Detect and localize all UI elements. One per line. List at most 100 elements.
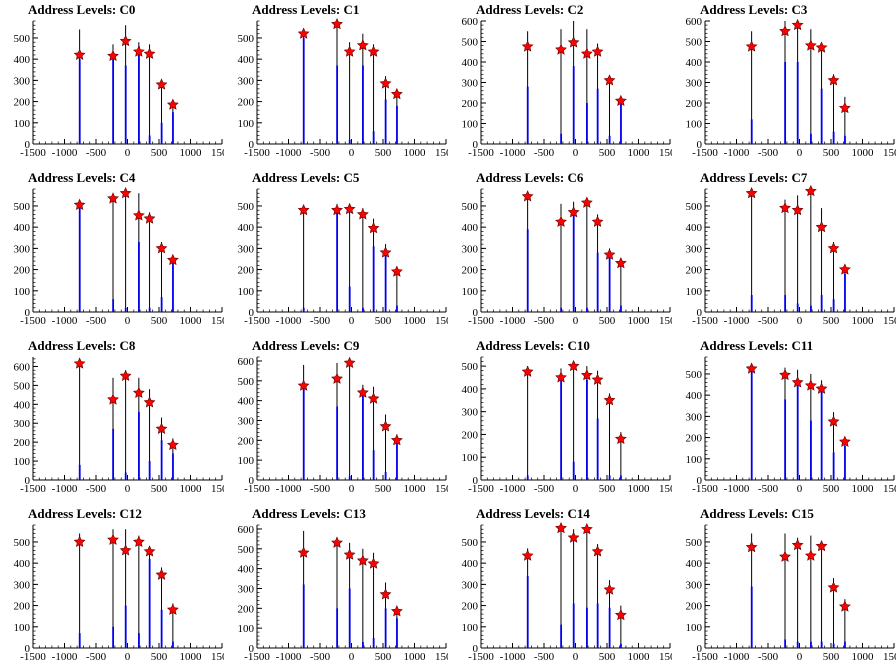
peak-marker [297,379,310,391]
peak-marker [107,533,119,545]
x-tick-label: 0 [797,315,803,327]
histogram-bar [384,608,387,648]
peak-marker [555,43,567,55]
y-tick-label: 400 [238,396,255,408]
panel-c0: Address Levels: C00100200300400500-1500-… [14,2,225,159]
panel-c2: Address Levels: C2 0 100 200 300 400 500 600 -15… [462,2,673,159]
histogram-bar [372,638,375,648]
y-tick-label: 200 [238,435,255,447]
peak-marker [166,603,179,615]
y-tick-label: 0 [697,475,703,487]
x-tick-label: -1500 [20,483,46,495]
y-tick-label: 0 [249,643,255,655]
peak-marker [804,549,817,561]
x-tick-label: -500 [310,315,331,327]
panel-c4: Address Levels: C40100200300400500-1500-… [14,170,225,327]
histogram-bar [372,246,375,312]
peak-marker [367,392,380,404]
x-tick-label: 0 [349,315,355,327]
peak-marker [838,101,851,114]
x-tick-label: -1000 [500,651,526,663]
x-tick-label: 500 [375,651,392,663]
x-tick-label: -1000 [500,147,526,159]
histogram-bar [572,603,575,648]
peak-marker [591,545,604,557]
y-tick-label: 200 [462,429,479,441]
peak-marker [827,415,840,427]
y-tick-label: 300 [14,579,31,591]
histogram-bar [596,88,599,144]
x-tick-label: 500 [823,147,840,159]
y-tick-label: 0 [697,139,703,151]
peak-marker [132,535,145,548]
peak-marker [779,201,791,214]
histogram-bar [572,210,575,312]
x-tick-label: 1500 [659,315,672,327]
histogram-bar [148,135,151,144]
x-tick-label: 500 [151,651,168,663]
x-tick-label: 1500 [659,147,672,159]
panel-title: Address Levels: C9 [252,338,360,353]
histogram-bar [78,59,81,145]
x-tick-label: -1500 [468,147,494,159]
y-tick-label: 200 [686,433,703,445]
histogram-bar [302,307,305,312]
peak-marker [343,356,356,368]
peak-marker [297,546,310,558]
panel-c13: Address Levels: C13 0 100 200 300 400 500 600 -1… [238,506,449,663]
histogram-bar [396,442,398,480]
peak-marker [567,359,580,372]
peak-marker [591,215,604,227]
histogram-bar [586,379,588,480]
x-tick-label: 0 [125,483,131,495]
histogram-bar [596,603,599,648]
panel-c1: Address Levels: C10100200300400500-1500-… [238,2,449,159]
peak-marker [804,184,817,197]
peak-marker [804,39,817,51]
x-tick-label: 0 [573,651,579,663]
x-tick-label: -500 [310,651,331,663]
x-tick-label: 1000 [404,651,427,663]
y-tick-label: 200 [686,601,703,613]
peak-marker [155,78,168,90]
panel-title: Address Levels: C7 [700,170,808,185]
y-tick-label: 0 [473,307,479,319]
panel-title: Address Levels: C1 [252,2,359,17]
x-tick-label: -500 [758,483,779,495]
x-tick-label: 1500 [883,315,896,327]
x-tick-label: 500 [823,483,840,495]
histogram-bar [608,256,611,312]
x-tick-label: 1000 [404,483,427,495]
histogram-bar [620,475,622,480]
panel-c9: Address Levels: C9 0 100 200 300 400 500 600 -15… [238,338,449,495]
peak-marker [390,434,403,446]
peak-marker [119,544,132,556]
peak-marker [591,373,604,385]
y-tick-label: 600 [238,524,255,536]
y-tick-label: 100 [14,456,31,468]
histogram-bar [362,307,364,312]
peak-marker [827,74,840,86]
x-tick-label: -1000 [276,483,302,495]
y-tick-label: 400 [686,57,703,69]
x-tick-label: 0 [573,315,579,327]
x-tick-label: -500 [758,651,779,663]
histogram-bar [608,135,611,144]
histogram-bar [844,273,846,312]
peak-marker [815,220,828,233]
histogram-bar [844,641,846,648]
x-tick-label: -500 [86,651,107,663]
histogram-bar [844,446,846,480]
y-tick-label: 500 [238,376,255,388]
peak-marker [356,208,369,220]
x-tick-label: -1000 [500,315,526,327]
x-tick-label: -1500 [692,147,718,159]
x-tick-label: 500 [823,315,840,327]
x-tick-label: 1000 [852,147,875,159]
peak-marker [827,242,840,254]
peak-marker [379,77,392,89]
peak-marker [804,379,817,391]
peak-marker [614,94,627,106]
panel-title: Address Levels: C0 [28,2,135,17]
y-tick-label: 500 [14,537,31,549]
